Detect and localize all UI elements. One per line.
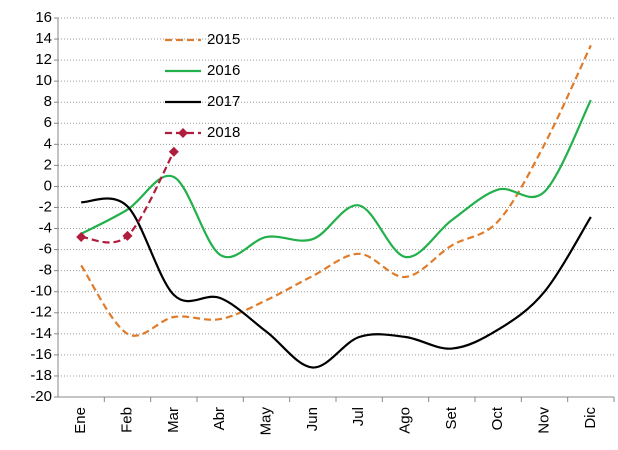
x-tick-label: Mar [165,407,182,433]
y-tick-label: 12 [35,51,52,68]
x-tick-label: Ago [396,407,413,434]
y-tick-label: -18 [30,367,52,384]
point-marker [76,231,87,242]
x-tick-label: Feb [118,407,135,433]
x-tick-label: Jun [304,407,321,431]
y-tick-label: -8 [39,262,52,279]
y-tick-label: 14 [35,30,52,47]
y-tick-label: -14 [30,325,52,342]
y-tick-label: 16 [35,9,52,26]
point-marker [168,146,179,157]
y-tick-label: -12 [30,304,52,321]
x-tick-label: Ene [72,407,89,434]
x-tick-label: May [257,407,274,436]
legend-marker [178,128,188,138]
series-line [80,44,592,337]
series-line [81,197,592,369]
y-tick-label: 6 [44,114,52,131]
x-tick-label: Oct [489,406,506,430]
y-tick-label: 4 [44,135,52,152]
y-tick-label: 8 [44,93,52,110]
series-line [80,99,592,259]
legend-label: 2016 [207,62,240,79]
x-tick-label: Abr [211,407,228,430]
y-tick-label: -6 [39,241,52,258]
x-tick-label: Nov [535,407,552,434]
y-tick-label: -2 [39,198,52,215]
legend-label: 2015 [207,31,240,48]
legend-label: 2017 [207,93,240,110]
y-tick-label: 10 [35,72,52,89]
x-tick-label: Dic [582,407,599,429]
legend-label: 2018 [207,124,240,141]
y-tick-label: -20 [30,388,52,405]
x-tick-label: Set [443,406,460,429]
y-tick-label: 2 [44,156,52,173]
y-tick-label: -16 [30,346,52,363]
y-tick-label: 0 [44,177,52,194]
y-tick-label: -10 [30,283,52,300]
y-tick-label: -4 [39,220,52,237]
point-marker [122,230,133,241]
x-tick-label: Jul [350,407,367,426]
